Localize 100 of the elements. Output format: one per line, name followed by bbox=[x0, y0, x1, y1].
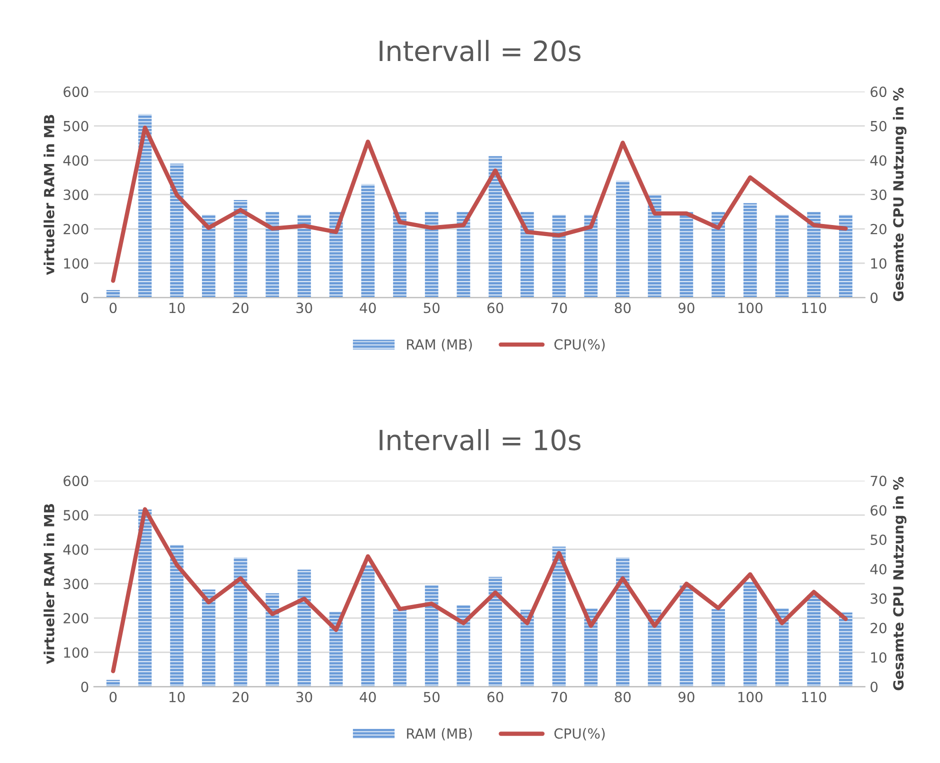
x-tick-label: 100 bbox=[738, 302, 762, 314]
bar bbox=[393, 212, 406, 298]
bar bbox=[424, 585, 438, 687]
bar bbox=[807, 212, 821, 298]
legend-label: RAM (MB) bbox=[407, 338, 472, 352]
y-tick-label: 100 bbox=[64, 258, 88, 269]
x-tick-label: 50 bbox=[424, 302, 440, 314]
x-tick-label: 60 bbox=[487, 302, 504, 314]
y-tick-label: 0 bbox=[81, 292, 88, 304]
chart-title: Intervall = 20s bbox=[380, 40, 580, 62]
x-tick-label: 0 bbox=[110, 692, 117, 702]
bar bbox=[648, 610, 662, 687]
bar bbox=[456, 605, 470, 687]
bar bbox=[266, 593, 280, 687]
bar bbox=[552, 214, 566, 298]
x-tick-label: 40 bbox=[360, 692, 376, 702]
legend-label: RAM (MB) bbox=[407, 728, 472, 740]
bar bbox=[456, 212, 470, 298]
bar bbox=[775, 214, 789, 298]
bar bbox=[266, 212, 280, 298]
y2-tick-label: 40 bbox=[870, 564, 886, 574]
y-tick-label: 200 bbox=[64, 224, 88, 234]
x-tick-label: 110 bbox=[802, 302, 826, 314]
bar bbox=[807, 594, 821, 687]
x-tick-label: 10 bbox=[170, 302, 185, 314]
bar bbox=[329, 212, 343, 298]
x-tick-label: 110 bbox=[802, 692, 826, 702]
y-tick-label: 400 bbox=[63, 155, 88, 166]
bar bbox=[361, 565, 375, 687]
y-tick-label: 600 bbox=[64, 86, 88, 98]
y2-tick-label: 50 bbox=[870, 534, 886, 546]
line-series bbox=[111, 126, 848, 283]
x-tick-label: 90 bbox=[678, 302, 694, 314]
bar bbox=[234, 558, 248, 687]
bar bbox=[839, 214, 852, 298]
bar bbox=[712, 609, 725, 687]
x-tick-label: 50 bbox=[424, 692, 440, 702]
y2-tick-label: 70 bbox=[870, 476, 886, 486]
chart-title: Intervall = 10s bbox=[380, 429, 580, 451]
y2-tick-label: 10 bbox=[871, 652, 886, 663]
y-tick-label: 300 bbox=[64, 190, 88, 200]
y-tick-label: 500 bbox=[64, 120, 88, 132]
x-tick-label: 30 bbox=[296, 302, 312, 314]
bar bbox=[839, 612, 852, 687]
y-tick-label: 300 bbox=[64, 578, 88, 590]
y2-tick-label: 40 bbox=[870, 155, 886, 166]
y-tick-label: 200 bbox=[64, 613, 88, 624]
y-tick-label: 400 bbox=[63, 544, 88, 555]
x-tick-label: 80 bbox=[614, 692, 631, 702]
y-tick-label: 600 bbox=[64, 476, 88, 486]
bar bbox=[170, 164, 184, 298]
legend-label: CPU(%) bbox=[554, 338, 605, 352]
bar bbox=[488, 576, 502, 687]
legend-label: CPU(%) bbox=[554, 728, 605, 740]
y2-tick-label: 60 bbox=[870, 505, 886, 516]
y-axis-title: virtueller RAM in MB bbox=[44, 504, 54, 664]
y2-tick-label: 0 bbox=[870, 292, 878, 304]
bar bbox=[520, 610, 534, 687]
y2-tick-label: 50 bbox=[870, 120, 886, 132]
bar bbox=[202, 214, 216, 298]
y2-tick-label: 30 bbox=[870, 190, 886, 200]
x-tick-label: 70 bbox=[551, 302, 567, 314]
x-tick-label: 80 bbox=[614, 302, 631, 314]
y2-axis-title: Gesamte CPU Nutzung in % bbox=[892, 476, 906, 690]
bar bbox=[743, 203, 757, 298]
bar bbox=[680, 212, 694, 298]
bar bbox=[393, 609, 406, 687]
x-tick-label: 60 bbox=[487, 692, 504, 702]
y2-tick-label: 20 bbox=[870, 224, 886, 234]
x-tick-label: 30 bbox=[296, 692, 312, 702]
y2-tick-label: 30 bbox=[870, 593, 886, 604]
x-tick-label: 100 bbox=[738, 692, 762, 702]
x-tick-label: 0 bbox=[110, 302, 117, 314]
bar bbox=[106, 290, 120, 298]
bar bbox=[616, 558, 630, 687]
bar bbox=[680, 585, 694, 687]
x-tick-label: 10 bbox=[170, 692, 185, 702]
x-tick-label: 20 bbox=[232, 692, 248, 702]
bar bbox=[424, 212, 438, 298]
y-tick-label: 100 bbox=[64, 647, 88, 658]
x-tick-label: 40 bbox=[360, 302, 376, 314]
bar bbox=[616, 180, 630, 298]
bar bbox=[488, 156, 502, 298]
bar bbox=[743, 582, 757, 687]
y2-tick-label: 0 bbox=[870, 682, 878, 692]
bar bbox=[234, 200, 248, 298]
bar bbox=[202, 590, 216, 687]
x-tick-label: 90 bbox=[678, 692, 694, 702]
bar bbox=[584, 214, 598, 298]
bar bbox=[712, 212, 725, 298]
y2-tick-label: 20 bbox=[870, 622, 886, 634]
bar bbox=[520, 212, 534, 298]
bar bbox=[361, 184, 375, 298]
y-axis-title: virtueller RAM in MB bbox=[44, 114, 54, 275]
bar bbox=[648, 194, 662, 298]
bar bbox=[170, 544, 184, 687]
y2-tick-label: 10 bbox=[871, 258, 886, 269]
y2-tick-label: 60 bbox=[870, 86, 886, 98]
y2-axis-title: Gesamte CPU Nutzung in % bbox=[892, 88, 906, 302]
bar bbox=[552, 546, 566, 687]
